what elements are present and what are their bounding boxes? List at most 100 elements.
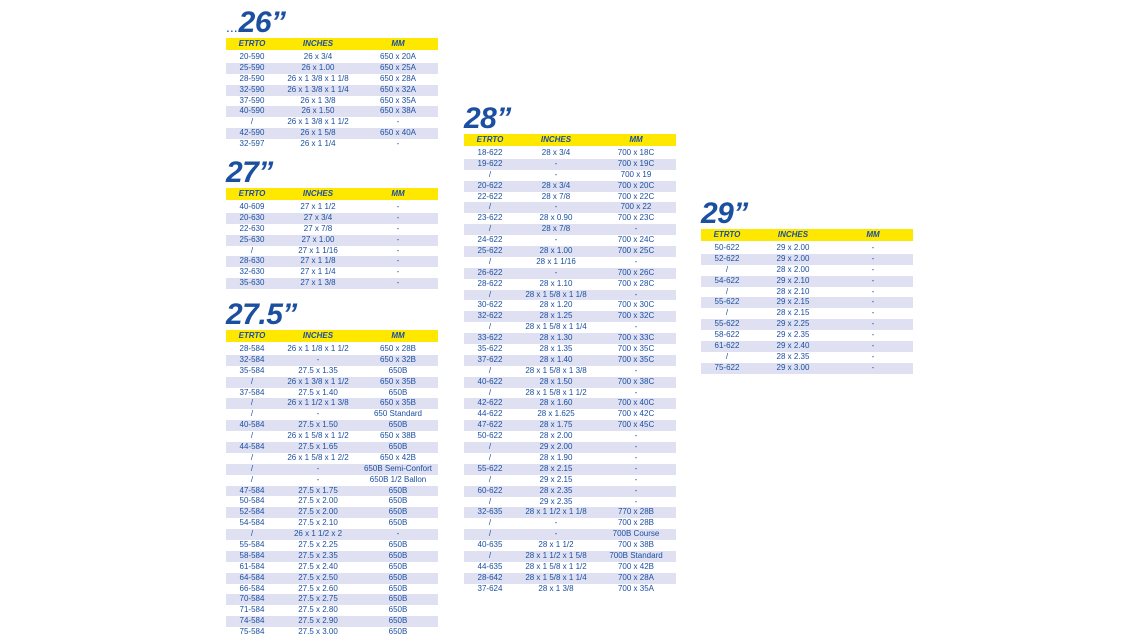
cell-mm: 700B Course (612, 529, 660, 539)
table-header: ETRTO INCHES MM (464, 134, 676, 146)
size-label: 28” (464, 102, 511, 135)
cell-inches: 26 x 1 3/8 x 1 1/8 (287, 73, 349, 83)
cell-etrto: 58-584 (239, 550, 265, 560)
cell-etrto: 40-609 (239, 202, 265, 211)
cell-etrto: 61-584 (239, 561, 265, 571)
cell-inches: 28 x 1.20 (539, 300, 573, 310)
table-row: 75-622 29 x 3.00 - (701, 362, 913, 374)
table-row: 61-584 27.5 x 2.40 650B (226, 562, 438, 573)
cell-mm: - (871, 351, 875, 361)
table-row: 37-590 26 x 1 3/8 650 x 35A (226, 96, 438, 107)
cell-mm: - (871, 264, 875, 274)
cell-etrto: 47-584 (239, 485, 265, 495)
cell-etrto: / (250, 117, 254, 127)
cell-inches: 27.5 x 1.35 (298, 365, 338, 375)
cell-etrto: / (488, 322, 492, 332)
cell-etrto: 42-622 (477, 398, 503, 408)
table-row: 25-590 26 x 1.00 650 x 25A (226, 62, 438, 74)
table-body: 20-590 26 x 3/4 650 x 20A 25-590 26 x 1.00 65… (226, 52, 438, 150)
table-row: / - 650 Standard (226, 409, 438, 420)
cell-inches: 27 x 1 3/8 (300, 278, 336, 288)
table-row: 28-622 28 x 1.10 700 x 28C (464, 279, 676, 290)
cell-etrto: 26-622 (477, 267, 503, 277)
table-row: / - 650B Semi-Confort (226, 463, 438, 475)
cell-inches: 28 x 0.90 (539, 213, 573, 223)
cell-mm: 700 x 42C (617, 409, 655, 419)
cell-inches: - (316, 409, 320, 419)
cell-etrto: 58-622 (714, 330, 740, 340)
size-prefix: ... (226, 19, 238, 35)
size-title-27-5: 27.5” (226, 300, 297, 330)
cell-inches: 28 x 1.00 (539, 246, 573, 256)
cell-inches: - (554, 529, 558, 539)
cell-etrto: / (250, 409, 254, 419)
cell-etrto: / (488, 496, 492, 506)
cell-mm: - (396, 256, 400, 266)
table-row: / 26 x 1 1/2 x 2 - (226, 529, 438, 541)
cell-mm: 700 x 40C (617, 398, 655, 408)
cell-etrto: 20-590 (239, 52, 265, 61)
cell-inches: 28 x 1 5/8 x 1 1/4 (525, 322, 587, 332)
table-row: 19-622 - 700 x 19C (464, 158, 676, 170)
cell-inches: 27.5 x 2.00 (298, 496, 338, 506)
cell-etrto: 35-584 (239, 365, 265, 375)
cell-inches: 27 x 3/4 (303, 212, 333, 222)
table-row: / 28 x 1 5/8 x 1 1/4 - (464, 322, 676, 333)
cell-inches: 28 x 7/8 (541, 191, 571, 201)
table-row: 55-622 28 x 2.15 - (464, 463, 676, 475)
table-body: 50-622 29 x 2.00 - 52-622 29 x 2.00 - / 28 x 2.… (701, 243, 913, 374)
cell-mm: - (396, 117, 400, 127)
size-label: 27” (226, 156, 273, 189)
cell-etrto: 33-622 (477, 333, 503, 343)
cell-inches: 28 x 1 5/8 x 1 1/4 (525, 572, 587, 582)
size-label: 27.5” (226, 298, 297, 331)
cell-mm: - (871, 362, 875, 372)
cell-etrto: 40-590 (239, 106, 265, 116)
table-row: 66-584 27.5 x 2.60 650B (226, 584, 438, 595)
cell-etrto: / (488, 518, 492, 528)
table-header: ETRTO INCHES MM (226, 38, 438, 50)
cell-etrto: 52-584 (239, 507, 265, 517)
cell-mm: - (634, 474, 638, 484)
cell-inches: - (554, 169, 558, 179)
cell-mm: 700 x 32C (617, 311, 655, 321)
cell-etrto: 28-622 (477, 278, 503, 288)
cell-inches: 27.5 x 1.50 (298, 420, 338, 430)
cell-mm: 650B (388, 627, 408, 637)
cell-etrto: 25-622 (477, 246, 503, 256)
size-title-28: 28” (464, 104, 511, 134)
cell-inches: 28 x 1.75 (539, 420, 573, 430)
cell-etrto: / (488, 529, 492, 539)
cell-etrto: 40-635 (477, 540, 503, 550)
table-row: / 29 x 2.15 - (464, 475, 676, 486)
table-row: 37-584 27.5 x 1.40 650B (226, 388, 438, 399)
cell-etrto: 24-622 (477, 235, 503, 245)
header-mm: MM (629, 135, 643, 144)
cell-inches: 28 x 1 5/8 x 1 1/8 (525, 289, 587, 299)
cell-mm: 650 x 35B (379, 398, 417, 408)
cell-mm: - (396, 234, 400, 244)
table-row: 55-622 29 x 2.15 - (701, 297, 913, 309)
cell-etrto: 71-584 (239, 605, 265, 615)
cell-etrto: 55-622 (714, 297, 740, 307)
cell-inches: 29 x 2.15 (776, 297, 810, 307)
cell-etrto: 55-584 (239, 540, 265, 550)
cell-mm: - (634, 365, 638, 375)
cell-inches: 28 x 1 3/8 (538, 583, 574, 593)
cell-etrto: 25-590 (239, 62, 265, 72)
table-body: 40-609 27 x 1 1/2 - 20-630 27 x 3/4 - 22-630 27… (226, 202, 438, 290)
cell-inches: 27.5 x 2.10 (298, 518, 338, 528)
cell-etrto: 20-622 (477, 180, 503, 190)
cell-inches: 26 x 1 1/2 x 2 (293, 529, 343, 539)
table-row: / 28 x 2.15 - (701, 308, 913, 319)
cell-etrto: 23-622 (477, 213, 503, 223)
cell-mm: - (396, 212, 400, 222)
cell-etrto: 32-584 (239, 354, 265, 364)
cell-mm: 650B (388, 420, 408, 430)
table-row: 35-630 27 x 1 3/8 - (226, 278, 438, 290)
cell-etrto: / (488, 169, 492, 179)
table-row: 32-584 - 650 x 32B (226, 354, 438, 366)
table-row: 20-590 26 x 3/4 650 x 20A (226, 52, 438, 63)
cell-etrto: / (250, 245, 254, 255)
table-row: / 28 x 1 5/8 x 1 3/8 - (464, 366, 676, 377)
